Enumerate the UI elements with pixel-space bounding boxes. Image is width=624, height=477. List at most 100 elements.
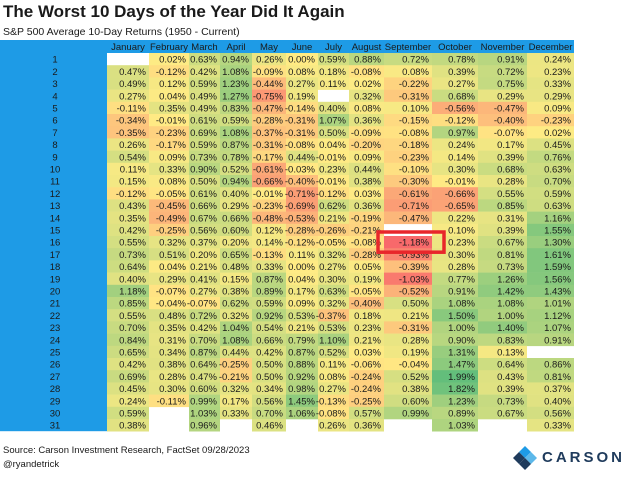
heatmap-cell xyxy=(318,297,349,310)
cell-value: -0.01% xyxy=(316,152,347,163)
heatmap-cell xyxy=(252,419,286,432)
cell-value: -0.69% xyxy=(285,201,316,212)
heatmap-cell xyxy=(527,358,574,371)
heatmap-cell xyxy=(107,297,149,310)
cell-value: 0.29% xyxy=(222,201,249,212)
heatmap-cell xyxy=(220,211,252,225)
heatmap-cell xyxy=(286,321,318,334)
heatmap-cell xyxy=(349,199,384,212)
heatmap-cell xyxy=(107,236,149,249)
cell-value: 0.21% xyxy=(288,323,315,334)
cell-value: 0.21% xyxy=(354,335,381,346)
cell-value: 0.56% xyxy=(544,409,571,420)
cell-value: 0.89% xyxy=(448,409,475,420)
cell-value: -0.44% xyxy=(253,79,284,90)
cell-value: 0.00% xyxy=(288,262,315,273)
cell-value: 0.23% xyxy=(448,238,475,249)
cell-value: 0.15% xyxy=(119,177,146,188)
cell-value: 1.26% xyxy=(497,274,524,285)
cell-value: 0.27% xyxy=(448,79,475,90)
cell-value: 0.38% xyxy=(402,384,429,395)
cell-value: 0.40% xyxy=(222,189,249,200)
heatmap-cell xyxy=(432,260,478,273)
cell-value: 0.44% xyxy=(354,165,381,176)
row-label: 3 xyxy=(52,79,57,90)
row-label: 8 xyxy=(52,140,57,151)
heatmap-cell xyxy=(149,370,189,383)
row-label: 2 xyxy=(52,67,57,78)
heatmap-cell xyxy=(318,260,349,273)
cell-value: 0.35% xyxy=(119,213,146,224)
cell-value: -0.12% xyxy=(116,189,147,200)
heatmap-cell xyxy=(478,199,527,212)
heatmap-cell xyxy=(318,138,349,151)
cell-value: 0.19% xyxy=(354,274,381,285)
cell-value: 0.32% xyxy=(222,384,249,395)
cell-value: 0.36% xyxy=(354,421,381,432)
cell-value: 0.94% xyxy=(222,55,249,66)
heatmap-cell xyxy=(107,126,149,139)
heatmap-cell xyxy=(107,211,149,225)
heatmap-cell xyxy=(286,284,318,298)
cell-value: 0.45% xyxy=(119,384,146,395)
cell-value: -0.75% xyxy=(253,91,284,102)
cell-value: 1.12% xyxy=(544,311,571,322)
heatmap-cell xyxy=(107,260,149,273)
cell-value: -0.31% xyxy=(399,323,430,334)
heatmap-cell xyxy=(252,89,286,103)
heatmap-cell xyxy=(384,284,432,298)
cell-value: -0.03% xyxy=(285,165,316,176)
heatmap-cell xyxy=(478,297,527,310)
cell-value: 0.78% xyxy=(222,152,249,163)
column-header: January xyxy=(111,42,145,53)
cell-value: 0.72% xyxy=(402,55,429,66)
heatmap-cell xyxy=(220,175,252,188)
heatmap-cell xyxy=(286,406,318,420)
heatmap-cell xyxy=(252,370,286,383)
cell-value: 1.61% xyxy=(544,250,571,261)
cell-value: 1.01% xyxy=(544,299,571,310)
heatmap-cell xyxy=(189,236,220,249)
cell-value: 0.87% xyxy=(190,348,217,359)
heatmap-cell xyxy=(149,77,189,90)
cell-value: 0.52% xyxy=(319,348,346,359)
heatmap-cell xyxy=(527,419,574,432)
cell-value: 0.27% xyxy=(119,91,146,102)
cell-value: 0.72% xyxy=(497,67,524,78)
cell-value: 0.33% xyxy=(544,421,571,432)
cell-value: -0.28% xyxy=(351,250,382,261)
row-label: 1 xyxy=(52,55,57,66)
heatmap-cell xyxy=(478,309,527,322)
heatmap-cell xyxy=(252,175,286,188)
heatmap-cell xyxy=(384,77,432,90)
cell-value: 0.66% xyxy=(190,201,217,212)
heatmap-cell xyxy=(318,406,349,420)
cell-value: 0.89% xyxy=(256,287,283,298)
cell-value: 0.73% xyxy=(497,262,524,273)
cell-value: 0.14% xyxy=(448,152,475,163)
cell-value: 1.08% xyxy=(222,67,249,78)
heatmap-cell xyxy=(252,272,286,286)
cell-value: 0.47% xyxy=(119,67,146,78)
row-label: 14 xyxy=(50,213,61,224)
heatmap-cell xyxy=(107,175,149,188)
cell-value: 0.54% xyxy=(119,152,146,163)
cell-value: 0.51% xyxy=(159,250,186,261)
cell-value: 0.17% xyxy=(222,396,249,407)
heatmap-cell xyxy=(384,272,432,286)
cell-value: -0.65% xyxy=(445,201,476,212)
cell-value: 0.60% xyxy=(190,384,217,395)
column-header: June xyxy=(292,42,313,53)
cell-value: -0.09% xyxy=(351,128,382,139)
cell-value: 0.17% xyxy=(288,287,315,298)
cell-value: -0.28% xyxy=(285,226,316,237)
heatmap-cell xyxy=(220,284,252,298)
heatmap-cell xyxy=(527,126,574,139)
heatmap-cell xyxy=(189,223,220,237)
column-header: November xyxy=(481,42,525,53)
cell-value: 0.39% xyxy=(497,152,524,163)
heatmap-cell xyxy=(220,309,252,322)
cell-value: 0.02% xyxy=(159,55,186,66)
heatmap-cell xyxy=(220,260,252,273)
heatmap-cell xyxy=(189,89,220,103)
